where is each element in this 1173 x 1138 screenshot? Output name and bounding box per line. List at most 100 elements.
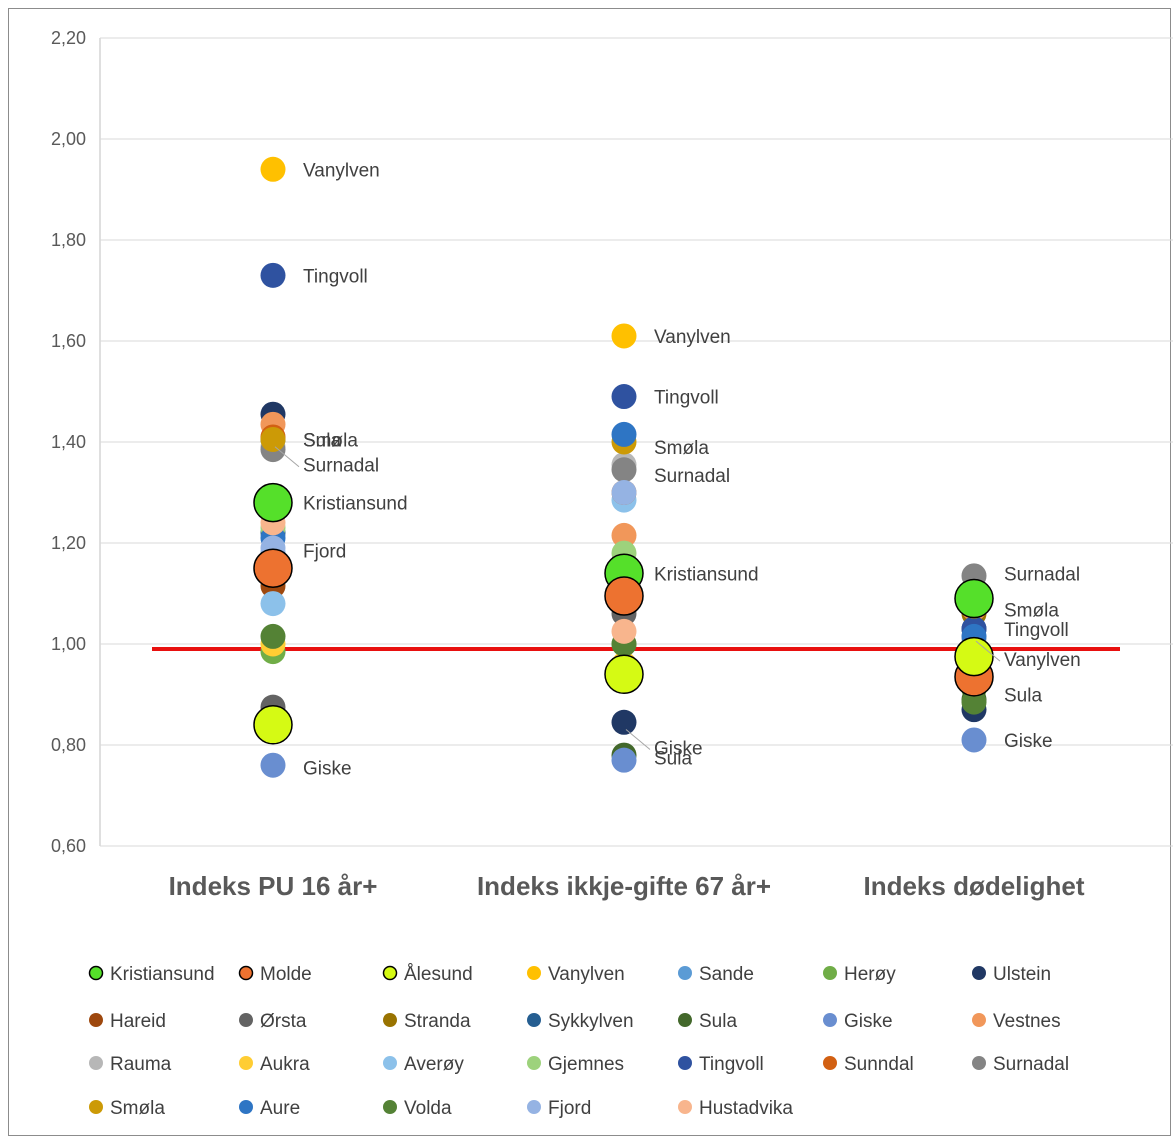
data-label: Sula [1004, 686, 1042, 707]
legend-label: Rauma [110, 1054, 172, 1075]
data-point [611, 457, 637, 483]
legend-label: Gjemnes [548, 1054, 624, 1075]
legend-marker [823, 1013, 837, 1027]
y-tick-label: 0,60 [51, 836, 86, 856]
legend-label: Kristiansund [110, 964, 215, 985]
data-label: Tingvoll [1004, 620, 1069, 641]
legend-label: Hareid [110, 1011, 166, 1032]
data-point [611, 522, 637, 548]
y-tick-label: 1,20 [51, 533, 86, 553]
data-point [260, 426, 286, 452]
y-tick-label: 1,80 [51, 230, 86, 250]
data-label: Sula [303, 430, 341, 451]
legend-label: Molde [260, 964, 312, 985]
legend-label: Ørsta [260, 1011, 307, 1032]
data-point [260, 262, 286, 288]
legend-label: Hustadvika [699, 1098, 793, 1119]
data-label: Vanylven [654, 327, 731, 348]
data-point [611, 480, 637, 505]
legend-marker [972, 1013, 986, 1027]
data-point [260, 156, 286, 182]
data-label: Tingvoll [654, 388, 719, 409]
legend-label: Herøy [844, 964, 896, 985]
legend-marker [527, 1100, 541, 1114]
data-point [253, 548, 293, 588]
data-label: Vanylven [303, 160, 380, 181]
label-leader-line [274, 446, 300, 468]
data-point [611, 323, 637, 349]
data-point [604, 576, 644, 616]
legend-marker [678, 1100, 692, 1114]
data-point [961, 689, 987, 715]
y-tick-label: 1,00 [51, 634, 86, 654]
data-label: Sula [654, 749, 692, 770]
legend-marker [88, 965, 104, 981]
legend-label: Smøla [110, 1098, 165, 1119]
data-label: Giske [654, 739, 703, 760]
legend-marker [89, 1013, 103, 1027]
legend-marker [239, 1013, 253, 1027]
legend-label: Vanylven [548, 964, 625, 985]
data-point [253, 705, 293, 745]
legend-marker [89, 1100, 103, 1114]
data-label: Smøla [1004, 601, 1059, 622]
legend-label: Aukra [260, 1054, 310, 1075]
label-leader-line [625, 729, 651, 750]
legend-label: Sande [699, 964, 754, 985]
y-tick-label: 0,80 [51, 735, 86, 755]
y-tick-label: 1,60 [51, 331, 86, 351]
data-point [611, 709, 637, 735]
data-point [260, 623, 286, 649]
legend-label: Ulstein [993, 964, 1051, 985]
data-label: Fjord [303, 542, 346, 563]
data-label: Surnadal [303, 456, 379, 477]
legend-label: Aure [260, 1098, 300, 1119]
data-point [611, 421, 637, 447]
legend-label: Fjord [548, 1098, 591, 1119]
data-point [604, 654, 644, 695]
legend-label: Sykkylven [548, 1011, 634, 1032]
x-category-label: Indeks PU 16 år+ [169, 871, 378, 901]
data-label: Kristiansund [303, 494, 408, 515]
legend-label: Surnadal [993, 1054, 1069, 1075]
x-category-label: Indeks ikkje-gifte 67 år+ [477, 871, 771, 901]
legend-marker [239, 1056, 253, 1070]
data-point [611, 384, 637, 410]
legend-label: Volda [404, 1098, 452, 1119]
x-category-label: Indeks dødelighet [863, 871, 1084, 901]
legend-marker [678, 1013, 692, 1027]
data-label: Giske [303, 759, 352, 780]
data-point [954, 578, 994, 619]
legend-marker [972, 1056, 986, 1070]
legend-marker [823, 966, 837, 980]
data-point [954, 636, 994, 677]
y-tick-label: 2,20 [51, 28, 86, 48]
legend-label: Stranda [404, 1011, 471, 1032]
label-leader-line [975, 640, 1001, 662]
data-point [260, 752, 286, 778]
legend-marker [383, 1013, 397, 1027]
data-label: Giske [1004, 731, 1053, 752]
legend-label: Giske [844, 1011, 893, 1032]
legend-marker [678, 1056, 692, 1070]
legend-marker [972, 966, 986, 980]
legend-marker [527, 1056, 541, 1070]
legend-label: Ålesund [404, 964, 473, 985]
y-tick-label: 1,40 [51, 432, 86, 452]
data-label: Smøla [654, 438, 709, 459]
data-point [253, 482, 293, 523]
legend-label: Vestnes [993, 1011, 1061, 1032]
legend-label: Sunndal [844, 1054, 914, 1075]
legend-marker [89, 1056, 103, 1070]
legend-marker [383, 1100, 397, 1114]
data-point [611, 747, 637, 773]
legend-label: Sula [699, 1011, 737, 1032]
legend-label: Averøy [404, 1054, 464, 1075]
data-label: Surnadal [1004, 564, 1080, 585]
data-label: Surnadal [654, 466, 730, 487]
legend-label: Tingvoll [699, 1054, 764, 1075]
legend-marker [382, 965, 398, 981]
legend-marker [238, 965, 254, 981]
data-label: Vanylven [1004, 650, 1081, 671]
